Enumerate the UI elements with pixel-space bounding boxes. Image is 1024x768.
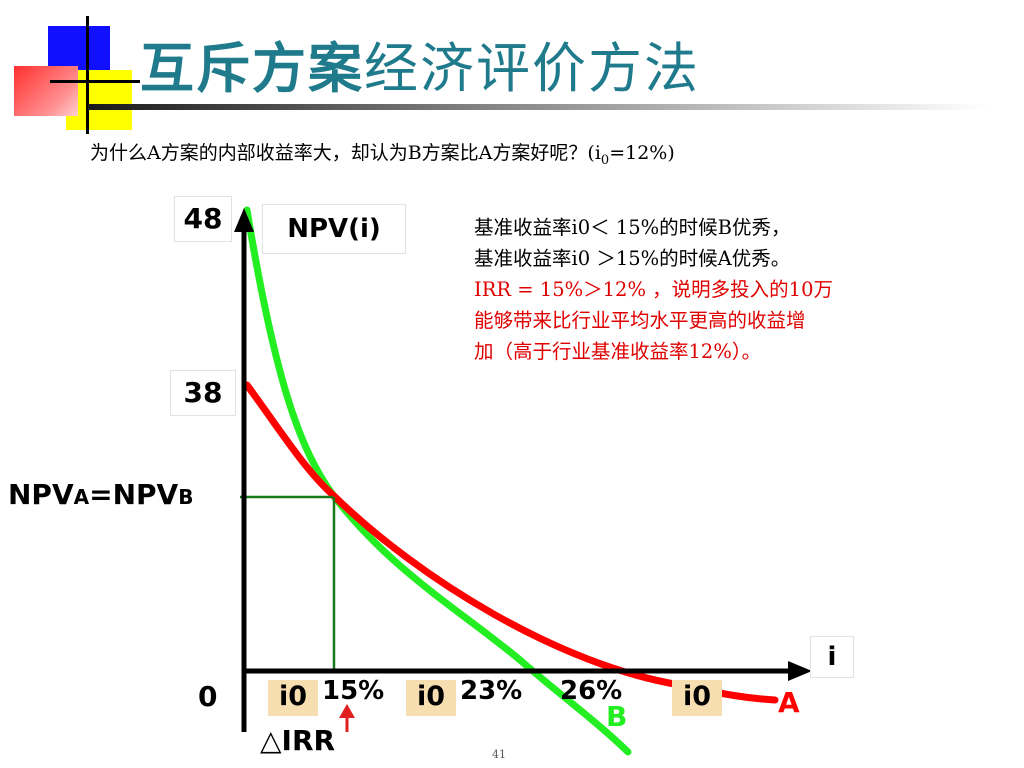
question-end: =12%) [609, 142, 675, 164]
x-axis-arrow [788, 661, 812, 681]
i0-marker-1: i0 [268, 680, 318, 716]
explain-line-4: 能够带来比行业平均水平更高的收益增 [474, 309, 806, 332]
npv-eq-part-1: NPV [8, 478, 74, 511]
y-axis-arrow [234, 208, 254, 232]
delta-irr-label: △IRR [260, 724, 336, 757]
x-axis-label: i [810, 636, 854, 678]
explanation-block: 基准收益率i0＜ 15%的时候B优秀， 基准收益率i0 ＞15%的时候A优秀。 … [474, 212, 994, 367]
npv-eq-part-2: =NPV [89, 478, 179, 511]
npv-eq-sub-a: A [73, 485, 90, 509]
x-tick-26: 26% [560, 676, 623, 706]
x-tick-23: 23% [460, 676, 523, 706]
title-divider [88, 104, 988, 110]
title-part-1: 互斥方案 [140, 37, 364, 100]
irr-arrow-head [339, 704, 355, 718]
npv-axis-label: NPV(i) [262, 204, 406, 254]
explain-line-5: 加（高于行业基准收益率12%）。 [474, 340, 762, 363]
logo-horizontal-line [50, 80, 140, 83]
question-text: 为什么A方案的内部收益率大，却认为B方案比A方案好呢？(i0=12%) [90, 138, 675, 168]
explain-line-3: IRR = 15%＞12% ，说明多投入的10万 [474, 278, 833, 301]
y-tick-48: 48 [174, 196, 232, 242]
logo-red-square [14, 66, 78, 116]
explain-line-1: 基准收益率i0＜ 15%的时候B优秀， [474, 216, 791, 239]
curve-b-line [243, 206, 632, 756]
page-title: 互斥方案经济评价方法 [140, 24, 700, 103]
x-tick-15: 15% [322, 676, 385, 706]
y-tick-0: 0 [198, 680, 218, 713]
question-subscript: 0 [600, 152, 610, 168]
title-part-2: 经济评价方法 [364, 37, 700, 100]
npv-eq-sub-b: B [178, 485, 194, 509]
page-number: 41 [492, 748, 506, 761]
i0-marker-2: i0 [406, 680, 456, 716]
explain-line-2: 基准收益率i0 ＞15%的时候A优秀。 [474, 247, 791, 270]
npv-equal-label: NPVA=NPVB [8, 478, 193, 511]
curve-b-label: B [606, 700, 628, 733]
curve-a-label: A [778, 686, 800, 719]
question-main: 为什么A方案的内部收益率大，却认为B方案比A方案好呢？(i [90, 142, 601, 164]
logo-vertical-line [86, 16, 89, 134]
i0-marker-3: i0 [672, 680, 722, 716]
y-tick-38: 38 [170, 370, 236, 416]
